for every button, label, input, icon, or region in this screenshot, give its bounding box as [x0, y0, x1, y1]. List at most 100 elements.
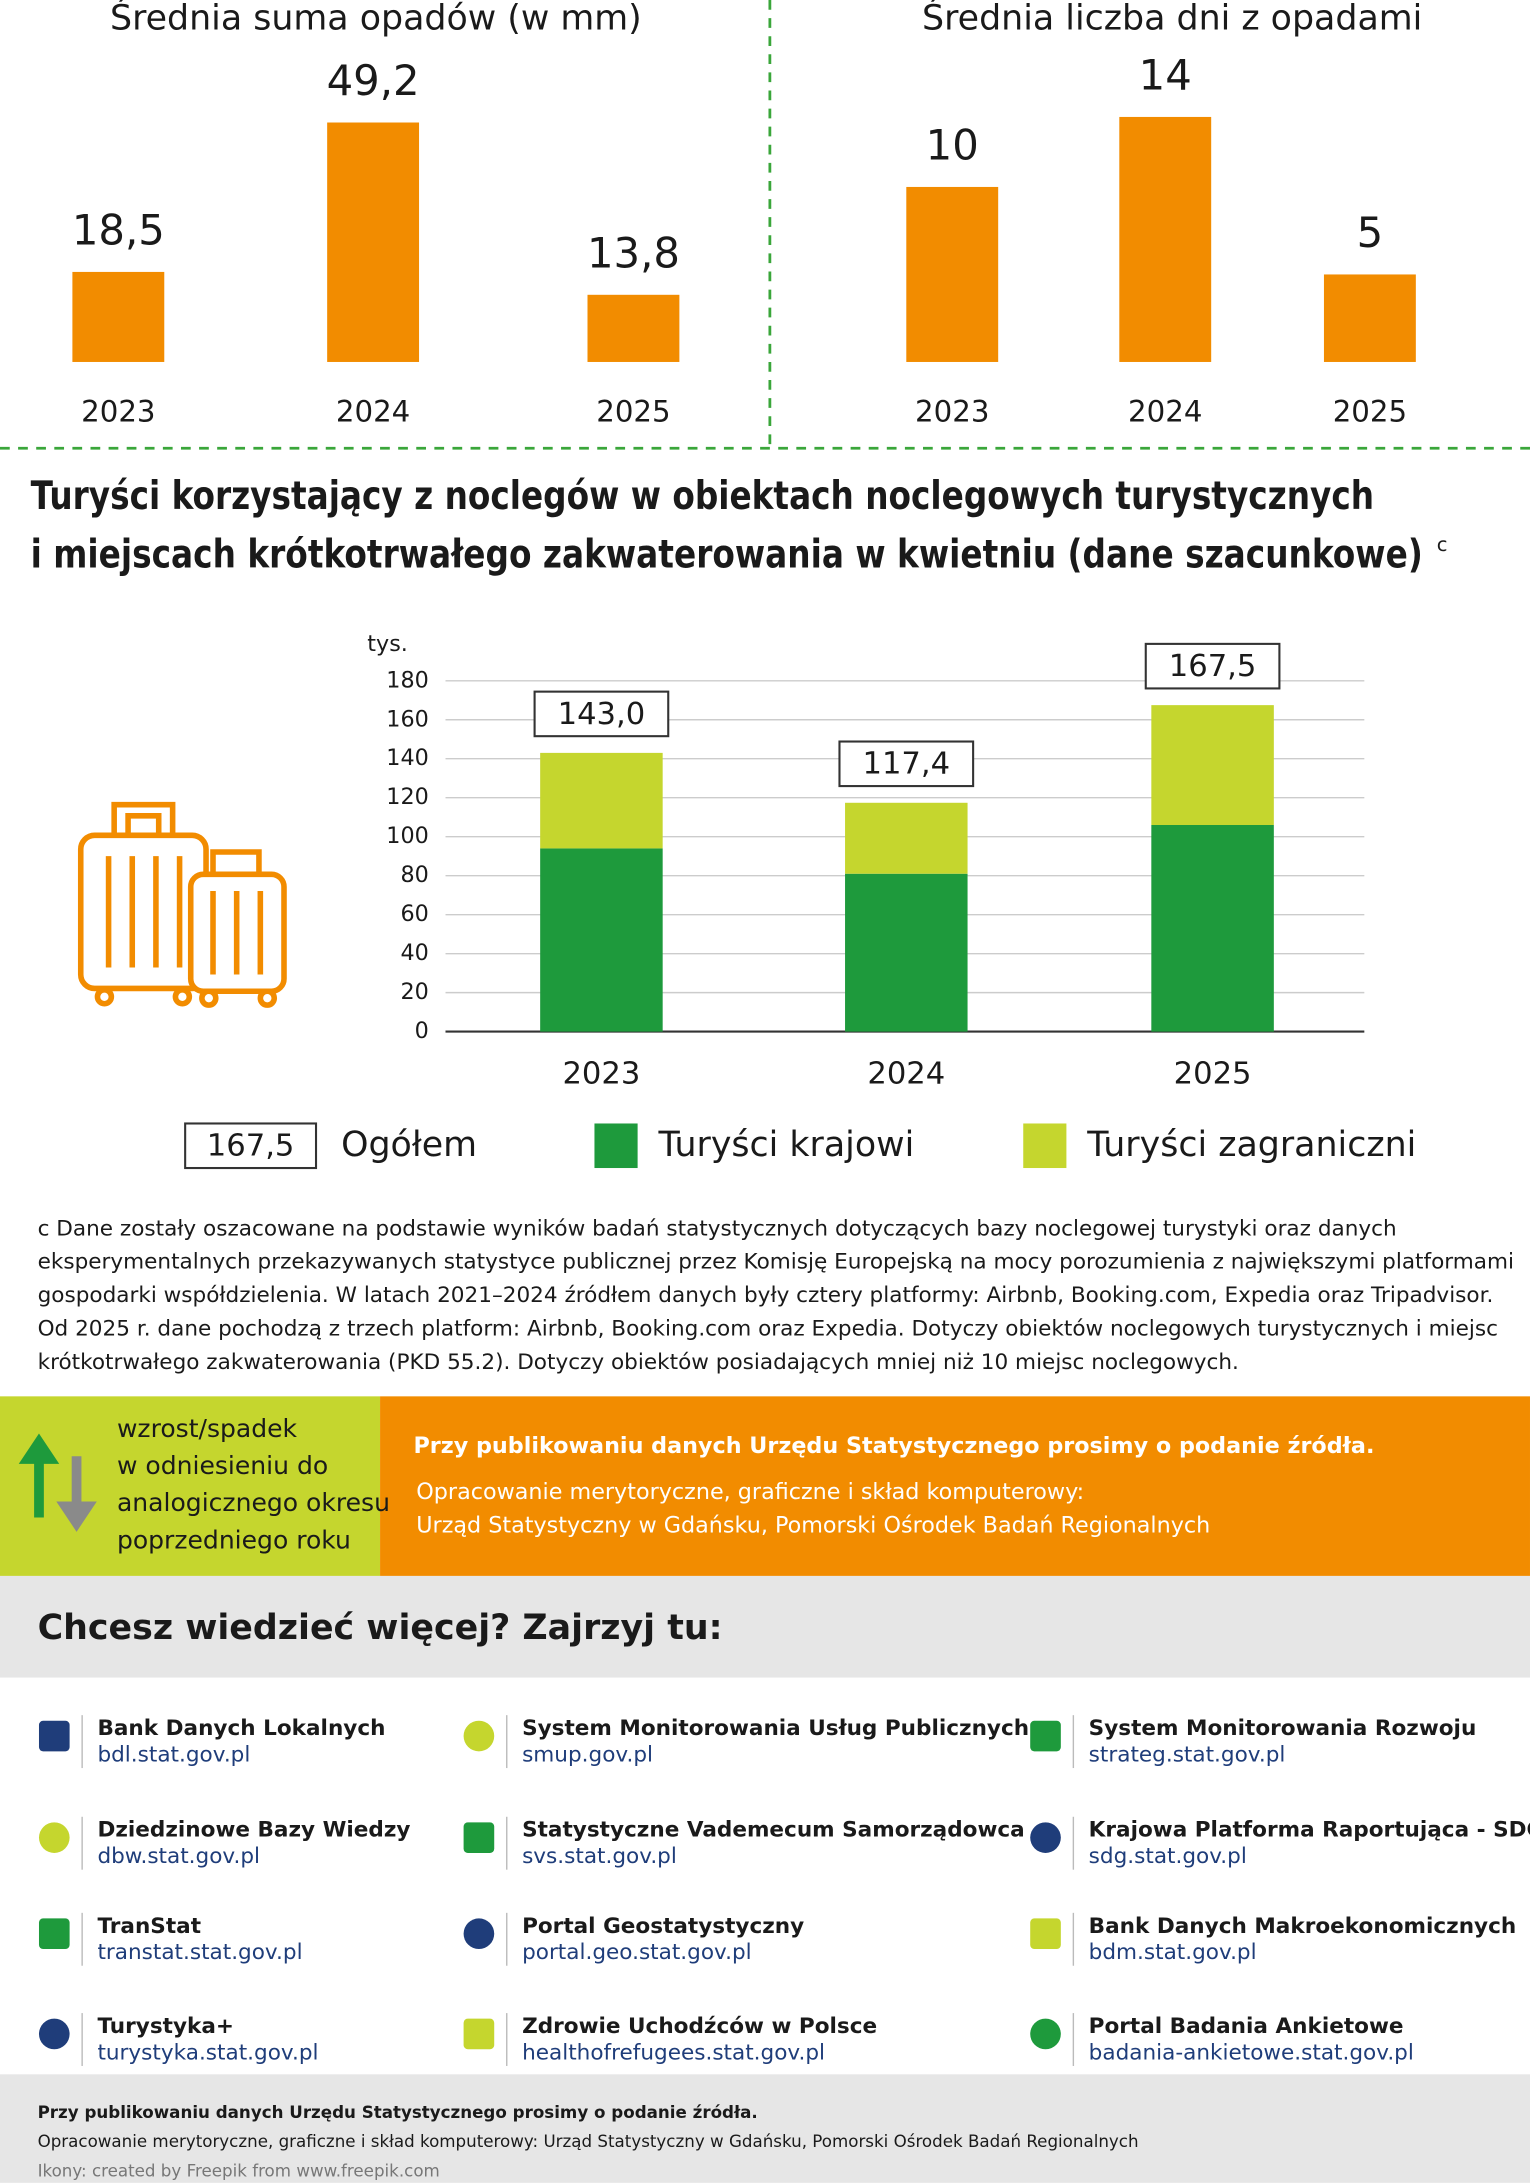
- bar: [327, 122, 420, 362]
- link-url[interactable]: healthofrefugees.stat.gov.pl: [522, 2040, 825, 2065]
- footer-band: [0, 2074, 1530, 2183]
- suitcase-icon: [77, 801, 287, 1008]
- total-label: 143,0: [558, 697, 646, 732]
- y-tick-label: 160: [386, 706, 429, 732]
- total-box: [838, 740, 975, 788]
- bar-segment: [540, 752, 663, 849]
- link-icon: [463, 1918, 495, 1950]
- link-name: Bank Danych Makroekonomicznych: [1089, 1914, 1517, 1939]
- x-tick-label: 2025: [1174, 1056, 1252, 1091]
- y-tick-label: 140: [386, 745, 429, 771]
- link-url[interactable]: dbw.stat.gov.pl: [97, 1844, 260, 1869]
- bar: [1119, 116, 1212, 362]
- link-icon: [38, 1918, 70, 1950]
- y-tick-label: 180: [386, 667, 429, 693]
- bar-segment: [845, 802, 968, 874]
- link-url[interactable]: svs.stat.gov.pl: [522, 1844, 677, 1869]
- link-url[interactable]: strateg.stat.gov.pl: [1089, 1743, 1286, 1768]
- source-line: Opracowanie merytoryczne, graficzne i sk…: [416, 1479, 1084, 1505]
- legend-label: Ogółem: [341, 1125, 477, 1165]
- source-line: Urząd Statystyczny w Gdańsku, Pomorski O…: [416, 1512, 1210, 1538]
- link-icon: [463, 2018, 495, 2050]
- footnote: c Dane zostały oszacowane na podstawie w…: [38, 1216, 1397, 1241]
- link-icon: [38, 2018, 70, 2050]
- x-tick-label: 2023: [915, 394, 989, 428]
- link-name: Turystyka+: [97, 2014, 234, 2039]
- link-name: Zdrowie Uchodźców w Polsce: [522, 2014, 877, 2039]
- bar-segment: [1151, 705, 1274, 825]
- footnote: Od 2025 r. dane pochodzą z trzech platfo…: [38, 1317, 1498, 1342]
- value-label: 13,8: [587, 228, 680, 277]
- link-icon: [38, 1720, 70, 1752]
- legend-total-sample: 167,5: [207, 1129, 295, 1164]
- bar-segment: [845, 873, 968, 1032]
- value-label: 18,5: [72, 205, 165, 254]
- footnote: eksperymentalnych przekazywanych statyst…: [38, 1250, 1514, 1275]
- bar: [906, 186, 999, 362]
- chart-title: i miejscach krótkotrwałego zakwaterowani…: [31, 532, 1423, 577]
- x-tick-label: 2024: [336, 394, 410, 428]
- footnote: krótkotrwałego zakwaterowania (PKD 55.2)…: [38, 1350, 1239, 1375]
- more-header: Chcesz wiedzieć więcej? Zajrzyj tu:: [38, 1608, 723, 1648]
- total-label: 167,5: [1169, 649, 1257, 684]
- link-name: Portal Geostatystyczny: [522, 1914, 804, 1939]
- chart-title: Turyści korzystający z noclegów w obiekt…: [31, 474, 1374, 519]
- legend-total-box: [184, 1122, 318, 1170]
- y-unit: tys.: [367, 631, 408, 657]
- total-box: [1144, 642, 1281, 690]
- total-label: 117,4: [862, 747, 950, 782]
- y-tick-label: 20: [400, 979, 428, 1005]
- link-name: Statystyczne Vademecum Samorządowca: [522, 1818, 1025, 1843]
- link-icon: [463, 1822, 495, 1853]
- link-url[interactable]: bdm.stat.gov.pl: [1089, 1940, 1257, 1965]
- x-tick-label: 2024: [1128, 394, 1202, 428]
- x-tick-label: 2025: [1333, 394, 1407, 428]
- down-arrow: [56, 1456, 97, 1532]
- link-name: System Monitorowania Rozwoju: [1089, 1716, 1477, 1741]
- x-tick-label: 2024: [867, 1056, 945, 1091]
- link-name: Bank Danych Lokalnych: [97, 1716, 385, 1741]
- bar: [1323, 274, 1416, 362]
- y-tick-label: 100: [386, 823, 429, 849]
- legend-band: [0, 1396, 381, 1576]
- footnote: gospodarki współdzielenia. W latach 2021…: [38, 1283, 1494, 1308]
- value-label: 5: [1357, 208, 1384, 257]
- y-tick-label: 0: [415, 1018, 429, 1044]
- bar-segment: [1151, 824, 1274, 1032]
- more-band: [0, 1575, 1530, 1678]
- value-label: 14: [1139, 50, 1192, 99]
- link-url[interactable]: transtat.stat.gov.pl: [97, 1940, 302, 1965]
- link-url[interactable]: bdl.stat.gov.pl: [97, 1743, 250, 1768]
- link-name: Krajowa Platforma Raportująca - SDG: [1089, 1818, 1530, 1843]
- value-label: 49,2: [327, 56, 420, 105]
- link-icon: [1030, 2018, 1061, 2050]
- change-legend: analogicznego okresu: [117, 1488, 390, 1517]
- link-url[interactable]: turystyka.stat.gov.pl: [97, 2040, 318, 2065]
- link-icon: [1030, 1918, 1061, 1950]
- link-url[interactable]: smup.gov.pl: [522, 1743, 653, 1768]
- up-arrow: [18, 1433, 60, 1518]
- y-tick-label: 60: [400, 901, 428, 927]
- x-tick-label: 2023: [562, 1056, 640, 1091]
- link-icon: [1030, 1720, 1061, 1752]
- y-tick-label: 80: [400, 862, 428, 888]
- total-box: [533, 690, 670, 738]
- y-tick-label: 120: [386, 784, 429, 810]
- chart-title: Średnia liczba dni z opadami: [922, 0, 1422, 38]
- bar: [587, 294, 680, 362]
- change-legend: poprzedniego roku: [117, 1525, 351, 1554]
- link-name: Dziedzinowe Bazy Wiedzy: [97, 1818, 410, 1843]
- legend-label: Turyści zagraniczni: [1086, 1125, 1416, 1165]
- link-url[interactable]: badania-ankietowe.stat.gov.pl: [1089, 2040, 1414, 2065]
- link-url[interactable]: portal.geo.stat.gov.pl: [522, 1940, 752, 1965]
- link-url[interactable]: sdg.stat.gov.pl: [1089, 1844, 1247, 1869]
- footer-line: Przy publikowaniu danych Urzędu Statysty…: [38, 2102, 758, 2122]
- x-tick-label: 2023: [81, 394, 155, 428]
- legend-swatch: [594, 1123, 638, 1169]
- link-icon: [463, 1720, 495, 1752]
- title-note: c: [1437, 533, 1448, 556]
- y-tick-label: 40: [400, 940, 428, 966]
